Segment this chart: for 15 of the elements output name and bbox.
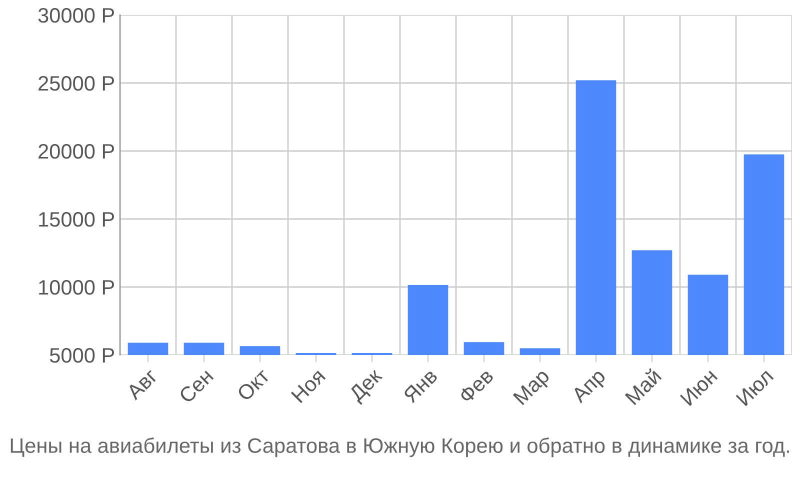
y-tick-label: 25000 Р — [38, 76, 114, 91]
y-tick-label: 20000 Р — [38, 144, 114, 159]
y-tick-label: 30000 Р — [38, 8, 114, 23]
y-tick-label: 15000 Р — [39, 212, 114, 227]
y-tick-label: 10000 Р — [39, 280, 114, 295]
x-tick-label: Апр — [570, 368, 610, 407]
x-tick-label: Сен — [178, 368, 214, 404]
x-tick-label: Фев — [458, 368, 494, 404]
x-tick-label: Мар — [512, 368, 554, 408]
y-tick-label: 5000 Р — [50, 348, 114, 363]
x-tick-label: Окт — [236, 367, 271, 402]
x-tick-label: Авг — [126, 368, 158, 400]
x-tick-label: Ноя — [290, 368, 326, 404]
x-tick-label: Янв — [402, 368, 438, 404]
text: Цены на авиабилеты из Саратова в Южную Корею и обратно в динамике за год. — [10, 438, 789, 458]
